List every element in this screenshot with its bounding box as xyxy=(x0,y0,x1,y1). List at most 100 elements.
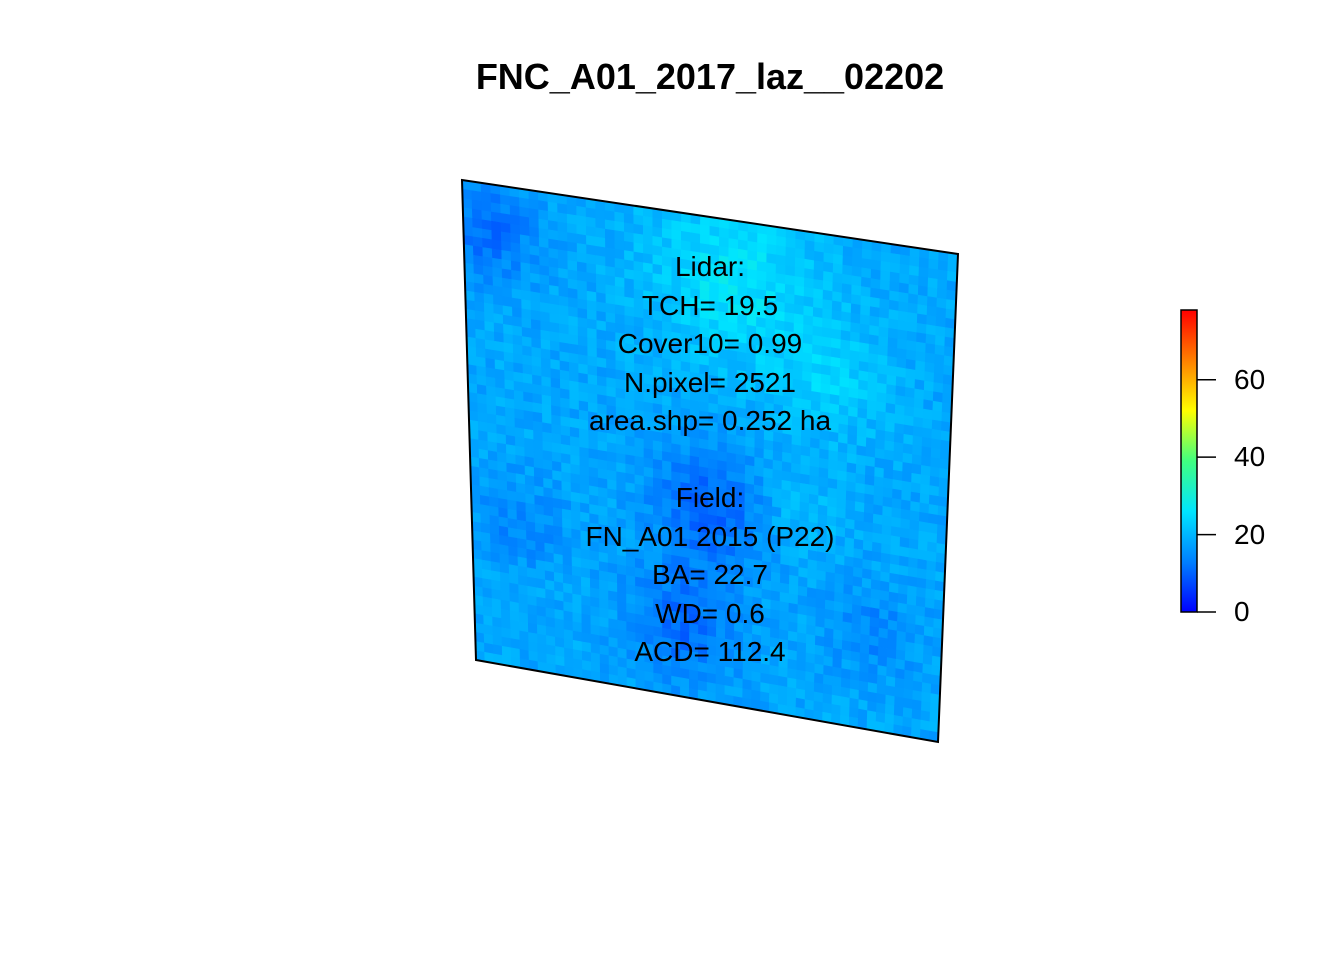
raster-cell xyxy=(925,579,936,591)
raster-cell xyxy=(919,493,930,505)
raster-cell xyxy=(623,231,635,244)
raster-cell xyxy=(942,392,953,405)
raster-cell xyxy=(929,475,940,488)
raster-cell xyxy=(567,232,578,244)
raster-cell xyxy=(465,308,476,321)
raster-cell xyxy=(831,694,842,707)
raster-cell xyxy=(908,265,920,277)
lidar-tch: TCH= 19.5 xyxy=(641,289,779,321)
raster-cell xyxy=(757,233,768,245)
raster-cell xyxy=(924,616,935,629)
raster-cell xyxy=(849,707,859,719)
raster-cell xyxy=(487,431,498,444)
raster-cell xyxy=(566,213,578,226)
raster-cell xyxy=(946,289,957,302)
raster-cell xyxy=(661,228,673,240)
raster-cell xyxy=(493,294,504,307)
raster-cell xyxy=(462,188,473,201)
raster-cell xyxy=(916,313,928,326)
raster-cell xyxy=(946,280,958,292)
raster-cell xyxy=(680,677,690,689)
raster-cell xyxy=(934,589,945,602)
field-ba: BA= 22.7 xyxy=(652,559,768,590)
raster-cell xyxy=(925,333,937,346)
raster-cell xyxy=(933,608,944,621)
raster-cell xyxy=(690,223,701,235)
lidar-npixel: N.pixel= 2521 xyxy=(623,366,796,398)
raster-cell xyxy=(913,397,925,410)
raster-cell xyxy=(937,260,949,272)
raster-cell xyxy=(927,522,939,535)
raster-cell xyxy=(927,532,938,544)
raster-cell xyxy=(918,276,929,288)
raster-cell xyxy=(912,690,923,702)
raster-cell xyxy=(519,225,531,237)
raster-cell xyxy=(538,237,550,249)
raster-cell xyxy=(804,689,815,702)
raster-cell xyxy=(482,596,493,609)
raster-cell xyxy=(642,225,654,237)
raster-cell xyxy=(876,693,887,705)
raster-cell xyxy=(671,220,682,232)
raster-cell xyxy=(924,361,935,374)
raster-cell xyxy=(927,286,938,299)
raster-cell xyxy=(474,613,485,625)
raster-cell xyxy=(915,615,926,627)
raster-cell xyxy=(924,352,936,365)
raster-cell xyxy=(557,212,568,224)
raster-cell xyxy=(462,225,474,238)
raster-cell xyxy=(566,204,578,216)
raster-cell xyxy=(928,494,940,507)
raster-cell xyxy=(915,605,926,618)
raster-cell xyxy=(585,207,597,219)
raster-cell xyxy=(471,521,482,533)
raster-cell xyxy=(769,674,780,686)
raster-cell xyxy=(923,380,935,393)
lidar-cover10: Cover10= 0.99 xyxy=(617,328,803,359)
raster-cell xyxy=(944,346,955,358)
raster-cell xyxy=(893,705,904,718)
raster-cell xyxy=(480,191,492,204)
raster-cell xyxy=(909,510,921,522)
raster-cell xyxy=(547,210,559,223)
raster-cell xyxy=(785,237,797,249)
raster-cell xyxy=(913,407,924,419)
raster-cell xyxy=(491,579,502,592)
raster-cell xyxy=(931,655,942,668)
colorbar-tick-label-0: 0 xyxy=(1234,596,1250,627)
raster-cell xyxy=(944,327,956,339)
raster-cell xyxy=(529,235,540,248)
raster-cell xyxy=(936,533,947,546)
raster-cell xyxy=(469,456,480,469)
raster-cell xyxy=(490,533,500,545)
raster-cell xyxy=(942,383,953,396)
raster-cell xyxy=(557,230,568,243)
raster-cell xyxy=(858,680,869,693)
raster-cell xyxy=(623,222,635,234)
raster-cell xyxy=(473,576,484,589)
raster-cell xyxy=(932,646,943,658)
raster-cell xyxy=(929,466,941,479)
raster-cell xyxy=(642,234,654,246)
raster-cell xyxy=(700,224,711,236)
annotation-text: Lidar: TCH= 19.5 Cover10= 0.99 N.pixel= … xyxy=(510,248,910,672)
raster-cell xyxy=(786,696,797,708)
colorbar-tick-label-40: 40 xyxy=(1234,441,1266,473)
raster-cell xyxy=(916,577,927,590)
raster-cell xyxy=(937,269,949,282)
raster-cell xyxy=(557,221,568,234)
raster-cell xyxy=(614,230,625,242)
raster-cell xyxy=(894,677,905,690)
raster-cell xyxy=(475,347,487,359)
lidar-area: area.shp= 0.252 ha xyxy=(588,405,832,436)
raster-cell xyxy=(471,190,482,202)
raster-cell xyxy=(671,229,682,241)
raster-cell xyxy=(850,669,861,682)
raster-cell xyxy=(911,472,922,485)
raster-cell xyxy=(548,229,559,241)
raster-cell xyxy=(908,274,920,287)
raster-cell xyxy=(910,482,922,494)
field-acd: ACD= 112.4 xyxy=(634,636,786,667)
raster-cell xyxy=(937,505,948,518)
